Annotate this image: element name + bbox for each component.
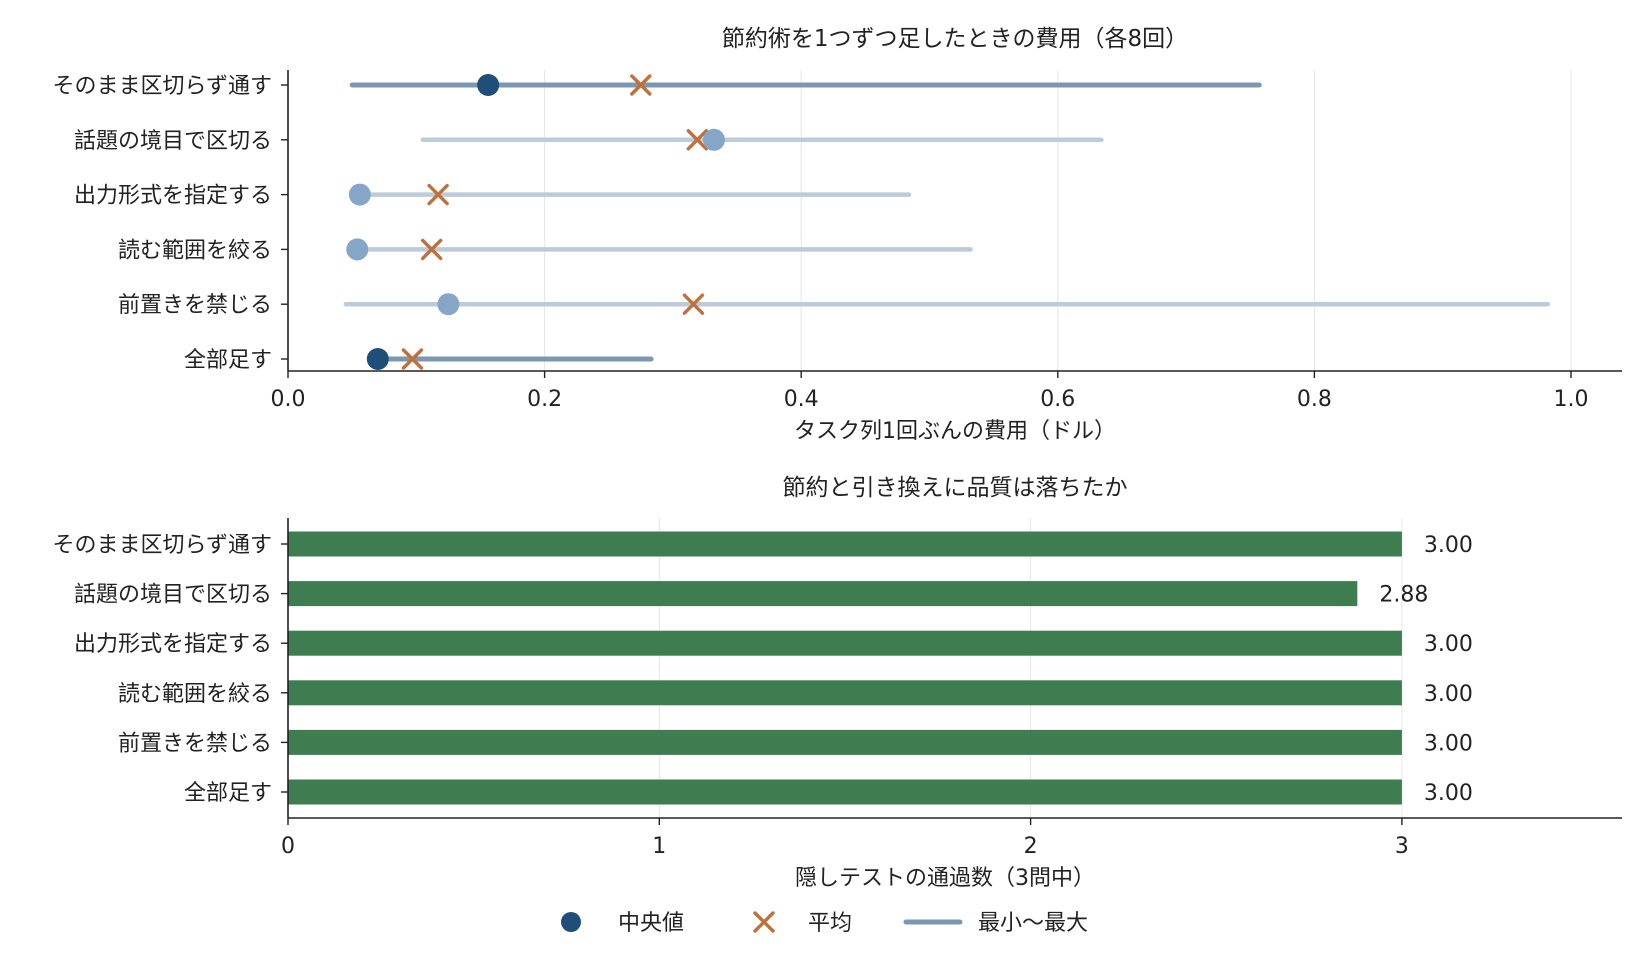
cost-chart-x-ticks: 0.0 0.2 0.4 0.6 0.8 1.0 bbox=[271, 371, 1589, 412]
legend-median-marker bbox=[561, 912, 581, 932]
cost-chart-means bbox=[401, 74, 708, 370]
quality-y-tick-label: 話題の境目で区切る bbox=[74, 583, 272, 608]
cost-median-point bbox=[437, 293, 460, 316]
quality-chart-x-ticks: 0 1 2 3 bbox=[281, 818, 1409, 859]
cost-mean-marker bbox=[686, 129, 708, 151]
cost-median-point bbox=[477, 74, 500, 96]
cost-x-tick-label: 0.4 bbox=[784, 387, 819, 412]
cost-chart-y-ticks: そのまま区切らず通す話題の境目で区切る出力形式を指定する読む範囲を絞る前置きを禁… bbox=[52, 74, 288, 373]
quality-y-tick-label: 読む範囲を絞る bbox=[118, 682, 272, 707]
cost-mean-stroke bbox=[630, 74, 652, 96]
legend-median-label: 中央値 bbox=[618, 911, 684, 936]
cost-y-tick-label: 全部足す bbox=[184, 348, 272, 373]
quality-chart: 節約と引き換えに品質は落ちたか 3.002.883.003.003.003.00… bbox=[52, 475, 1622, 891]
cost-y-tick-label: 話題の境目で区切る bbox=[74, 129, 272, 154]
legend-range-label: 最小〜最大 bbox=[978, 911, 1088, 936]
cost-mean-stroke bbox=[401, 348, 424, 370]
quality-y-tick-label: 全部足す bbox=[184, 781, 272, 806]
quality-chart-y-ticks: そのまま区切らず通す話題の境目で区切る出力形式を指定する読む範囲を絞る前置きを禁… bbox=[52, 533, 288, 806]
cost-mean-stroke bbox=[420, 238, 443, 261]
legend-item-mean: 平均 bbox=[753, 911, 852, 936]
cost-median-point bbox=[346, 238, 369, 261]
cost-mean-marker bbox=[682, 293, 705, 315]
quality-value-label: 2.88 bbox=[1379, 583, 1428, 608]
quality-x-tick-label: 3 bbox=[1395, 834, 1409, 859]
cost-chart-ranges bbox=[343, 82, 1551, 362]
quality-bar bbox=[288, 779, 1402, 805]
cost-y-tick-label: 前置きを禁じる bbox=[118, 293, 272, 318]
cost-y-tick-label: 出力形式を指定する bbox=[74, 184, 272, 209]
quality-chart-x-label: 隠しテストの通過数（3問中） bbox=[795, 866, 1095, 891]
quality-chart-gridlines bbox=[658, 518, 1403, 818]
cost-median-point bbox=[348, 183, 371, 206]
cost-x-tick-label: 0.8 bbox=[1297, 387, 1332, 412]
legend-item-range: 最小〜最大 bbox=[903, 911, 1088, 936]
quality-value-label: 3.00 bbox=[1424, 682, 1473, 707]
quality-bar bbox=[288, 680, 1402, 706]
quality-x-tick-label: 2 bbox=[1024, 834, 1038, 859]
cost-x-tick-label: 1.0 bbox=[1554, 387, 1589, 412]
quality-x-tick-label: 1 bbox=[652, 834, 666, 859]
cost-mean-stroke bbox=[686, 129, 708, 151]
cost-mean-marker bbox=[420, 238, 443, 261]
quality-bar bbox=[288, 729, 1402, 755]
quality-bar bbox=[288, 531, 1402, 557]
legend-item-median: 中央値 bbox=[561, 911, 684, 936]
cost-chart: 節約術を1つずつ足したときの費用（各8回） そのまま区切らず通す話題の境目で区切… bbox=[52, 26, 1622, 444]
legend-mean-label: 平均 bbox=[808, 911, 852, 936]
cost-mean-marker bbox=[427, 183, 449, 206]
quality-bar bbox=[288, 581, 1358, 607]
cost-mean-stroke bbox=[427, 183, 449, 206]
quality-value-label: 3.00 bbox=[1424, 731, 1473, 756]
cost-y-tick-label: そのまま区切らず通す bbox=[52, 74, 272, 99]
quality-value-label: 3.00 bbox=[1424, 781, 1473, 806]
quality-chart-value-labels: 3.00 2.88 3.00 3.00 3.00 3.00 bbox=[1379, 533, 1473, 806]
cost-mean-stroke bbox=[682, 293, 705, 315]
quality-bar bbox=[288, 630, 1402, 656]
cost-mean-marker bbox=[401, 348, 424, 370]
quality-y-tick-label: 前置きを禁じる bbox=[118, 731, 272, 756]
quality-chart-bars bbox=[288, 531, 1402, 805]
legend-mean-marker bbox=[753, 911, 775, 933]
cost-x-tick-label: 0.0 bbox=[271, 387, 306, 412]
cost-median-point bbox=[702, 128, 725, 151]
cost-mean-marker bbox=[630, 74, 652, 96]
quality-x-tick-label: 0 bbox=[281, 834, 295, 859]
quality-chart-title: 節約と引き換えに品質は落ちたか bbox=[783, 475, 1128, 501]
cost-chart-title: 節約術を1つずつ足したときの費用（各8回） bbox=[722, 26, 1188, 52]
cost-chart-x-label: タスク列1回ぶんの費用（ドル） bbox=[794, 419, 1116, 444]
quality-y-tick-label: そのまま区切らず通す bbox=[52, 533, 272, 558]
quality-value-label: 3.00 bbox=[1424, 632, 1473, 657]
cost-x-tick-label: 0.2 bbox=[527, 387, 562, 412]
quality-value-label: 3.00 bbox=[1424, 533, 1473, 558]
cost-y-tick-label: 読む範囲を絞る bbox=[118, 238, 272, 263]
legend: 中央値 平均 最小〜最大 bbox=[561, 911, 1088, 936]
cost-chart-gridlines bbox=[544, 70, 1572, 371]
cost-chart-medians bbox=[346, 74, 725, 370]
cost-x-tick-label: 0.6 bbox=[1040, 387, 1075, 412]
quality-y-tick-label: 出力形式を指定する bbox=[74, 632, 272, 657]
cost-median-point bbox=[366, 348, 389, 370]
